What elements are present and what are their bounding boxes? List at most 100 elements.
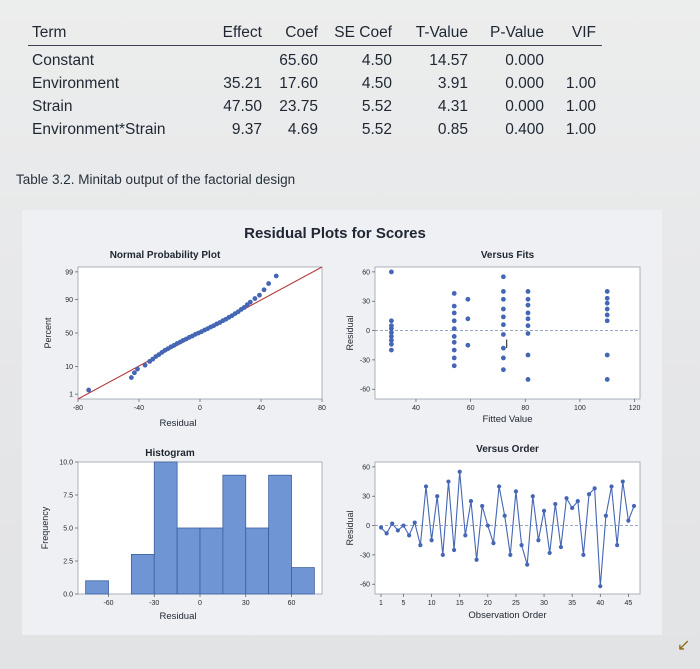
header-se-coef: SE Coef [324, 22, 398, 46]
y-tick-label: 60 [362, 269, 370, 276]
cell-se-coef: 5.52 [361, 97, 392, 115]
cell-coef: 65.60 [279, 51, 318, 69]
data-point [581, 552, 586, 557]
y-tick-label: 10 [65, 364, 73, 371]
cell-se-coef: 4.50 [361, 74, 392, 92]
data-point [502, 513, 507, 518]
data-point [128, 375, 134, 380]
data-point [388, 347, 394, 353]
data-point [536, 538, 541, 543]
data-point [501, 332, 506, 337]
data-point [547, 550, 552, 556]
data-point [525, 562, 530, 567]
data-point [429, 538, 434, 543]
data-point [604, 312, 610, 318]
data-point [609, 484, 614, 489]
data-point [142, 362, 148, 368]
pointer-arrow-icon: ↙ [677, 637, 691, 654]
histogram-bar [291, 567, 315, 595]
table-row: Strain 47.50 23.75 5.52 4.31 0.000 1.00 [28, 95, 602, 118]
data-point [388, 326, 394, 331]
data-point [553, 501, 558, 507]
cell-p-value: 0.400 [505, 120, 544, 138]
data-point [451, 291, 457, 296]
y-tick-label: 0 [366, 328, 370, 335]
data-point [513, 489, 519, 494]
data-point [575, 499, 580, 504]
data-point [465, 296, 471, 302]
data-point [586, 492, 592, 497]
data-point [388, 334, 394, 339]
data-point [451, 303, 457, 309]
data-point [388, 269, 394, 275]
x-tick-label: 30 [242, 600, 250, 607]
data-point [465, 342, 471, 348]
data-point [395, 528, 400, 533]
x-tick-label: 120 [629, 405, 641, 412]
data-point [451, 334, 457, 339]
x-tick-label: -80 [73, 405, 83, 412]
cell-se-coef: 4.50 [361, 51, 392, 69]
cell-vif: 1.00 [565, 97, 596, 115]
data-point [247, 299, 253, 305]
x-tick-label: 30 [540, 600, 548, 607]
histogram-bar [199, 527, 224, 595]
cell-vif: 1.00 [565, 74, 596, 92]
y-tick-label: 0.0 [63, 592, 73, 599]
data-point [480, 503, 485, 509]
y-axis-label: Percent [43, 317, 53, 349]
data-point [501, 322, 506, 328]
data-point [525, 331, 531, 336]
histogram-bar [85, 580, 109, 595]
x-tick-label: 15 [456, 600, 464, 607]
data-point [564, 496, 569, 501]
data-point [390, 521, 395, 526]
cell-p-value: 0.000 [505, 74, 544, 92]
chart-title: Versus Fits [481, 250, 535, 261]
header-coef: Coef [268, 22, 324, 46]
y-tick-label: 50 [65, 331, 73, 338]
data-point [525, 323, 531, 329]
x-tick-label: 45 [624, 600, 632, 607]
cell-term: Environment*Strain [32, 120, 166, 138]
data-point [501, 296, 506, 302]
data-point [451, 347, 457, 353]
y-tick-label: 99 [65, 269, 73, 276]
data-point [378, 525, 384, 530]
data-point [501, 306, 506, 312]
y-axis-label: Residual [345, 510, 355, 545]
data-point [525, 296, 531, 302]
x-tick-label: 20 [484, 600, 492, 607]
data-point [241, 305, 247, 310]
x-tick-label: 60 [288, 600, 296, 607]
x-tick-label: 40 [412, 405, 420, 412]
data-point [491, 541, 496, 546]
x-axis-label: Fitted Value [483, 414, 533, 425]
data-point [615, 543, 620, 548]
table-row: Environment 35.21 17.60 4.50 3.91 0.000 … [28, 72, 602, 95]
cell-t-value: 4.31 [437, 97, 468, 115]
x-axis-label: Residual [160, 611, 197, 622]
y-tick-label: 90 [65, 297, 73, 304]
x-tick-label: 80 [318, 405, 326, 412]
data-point [604, 295, 610, 301]
x-tick-label: 25 [512, 600, 520, 607]
data-point [384, 531, 389, 536]
data-point [525, 310, 531, 316]
data-point [501, 355, 506, 361]
data-point [620, 479, 625, 484]
data-point [570, 505, 575, 511]
cell-effect: 47.50 [223, 97, 262, 115]
chart-title: Histogram [145, 448, 195, 459]
data-point [525, 316, 531, 322]
x-tick-label: 100 [574, 405, 586, 412]
header-t-value: T-Value [398, 22, 474, 46]
data-point [451, 363, 457, 369]
data-point [451, 547, 457, 553]
header-vif: VIF [550, 22, 602, 46]
data-point [501, 345, 506, 351]
x-tick-label: 0 [198, 405, 202, 412]
chart-title: Normal Probability Plot [110, 250, 221, 261]
residual-order-line [380, 471, 635, 587]
